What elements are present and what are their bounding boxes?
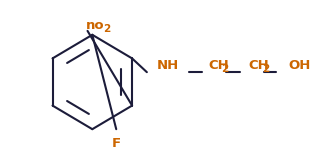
Text: 2: 2 bbox=[103, 24, 110, 34]
Text: no: no bbox=[86, 19, 104, 32]
Text: 2: 2 bbox=[262, 64, 269, 74]
Text: 2: 2 bbox=[221, 64, 229, 74]
Text: OH: OH bbox=[289, 59, 311, 72]
Text: CH: CH bbox=[248, 59, 269, 72]
Text: NH: NH bbox=[157, 59, 179, 72]
Text: CH: CH bbox=[208, 59, 229, 72]
Text: F: F bbox=[112, 137, 121, 150]
